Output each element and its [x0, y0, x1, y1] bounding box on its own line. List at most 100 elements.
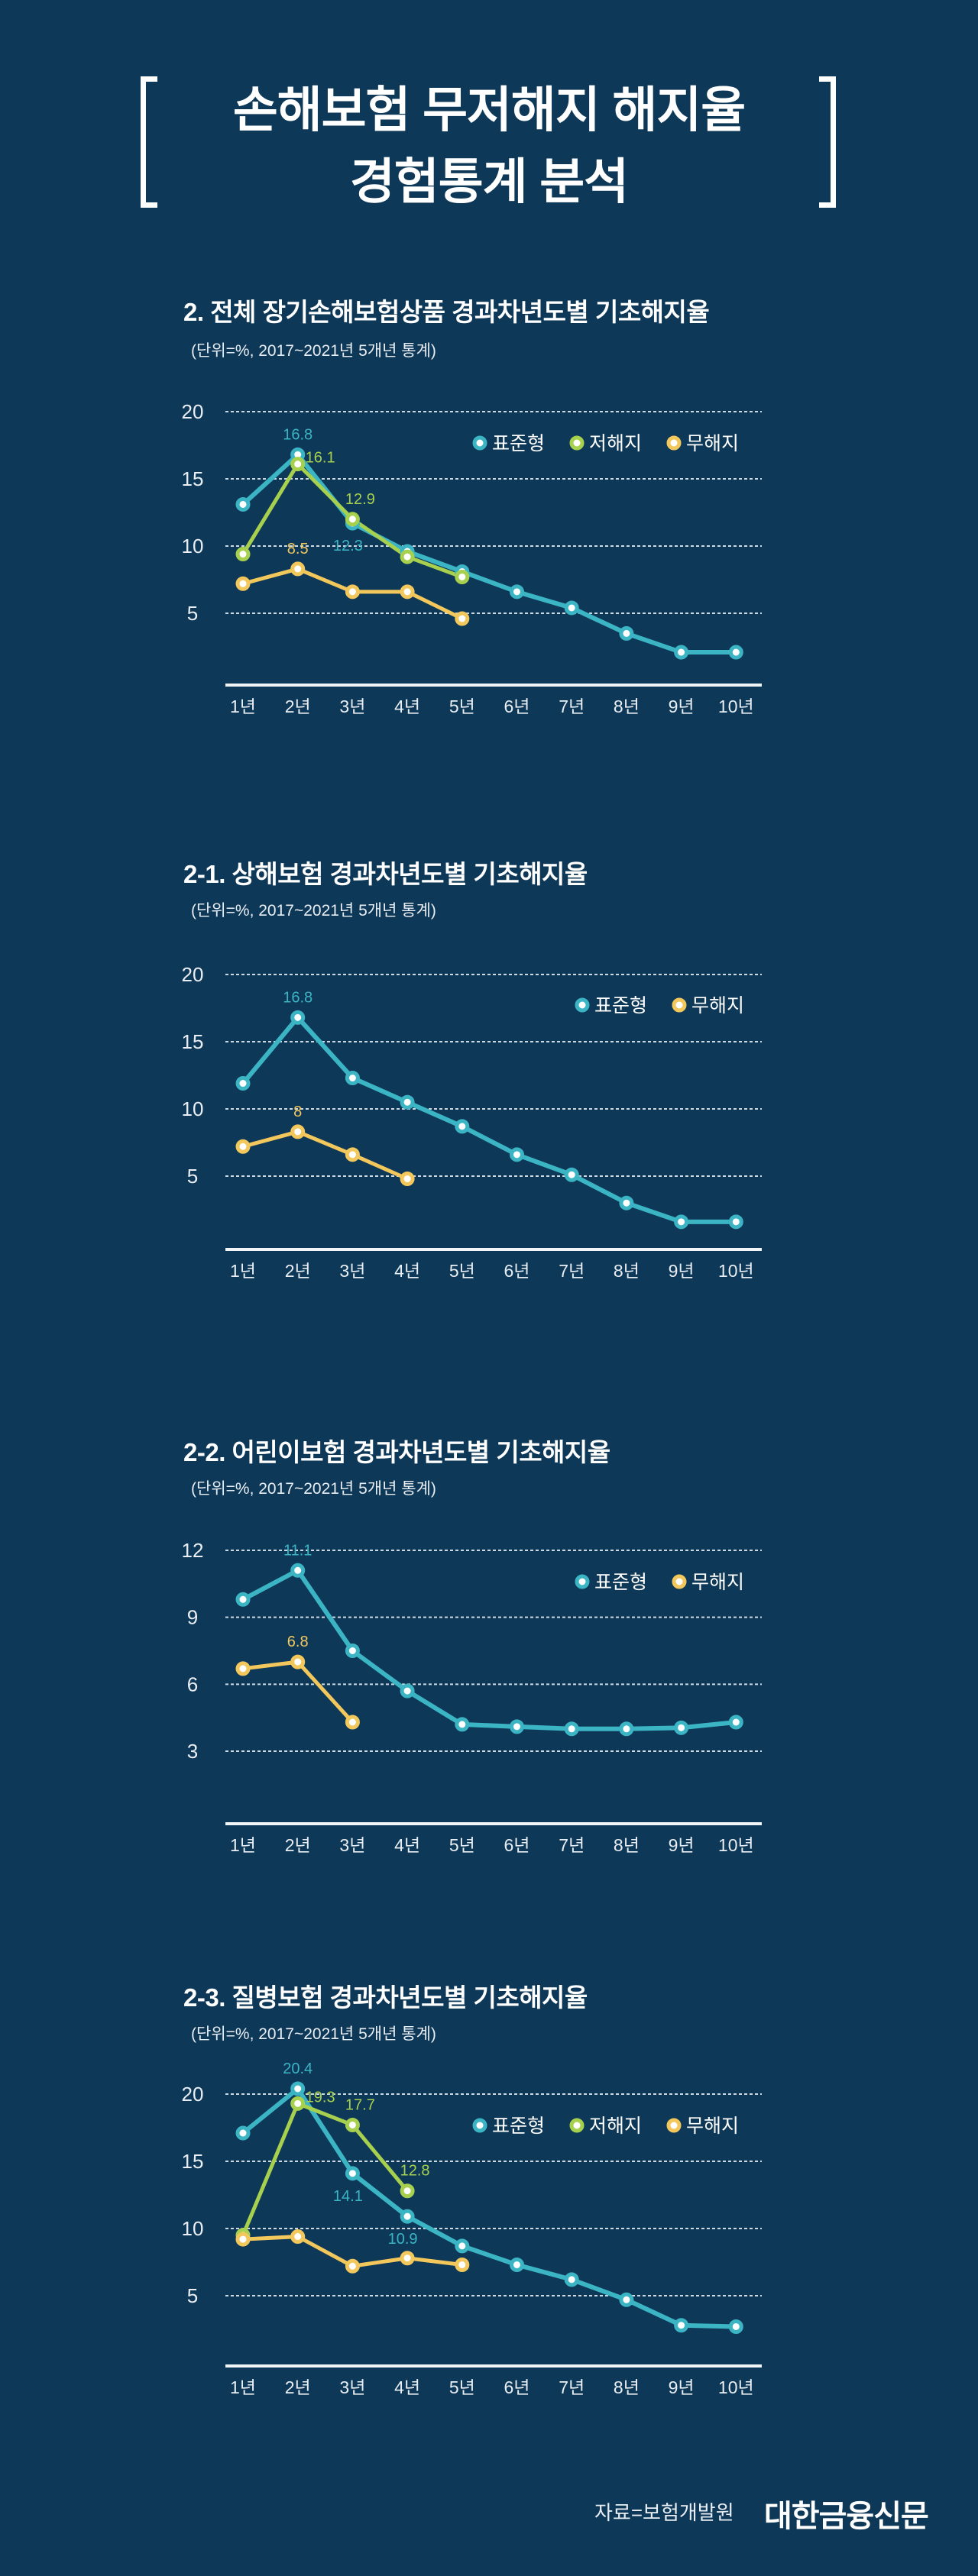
data-point	[400, 1683, 415, 1698]
data-point	[455, 2258, 470, 2273]
chart4-title: 2-3. 질병보험 경과차년도별 기초해지율	[183, 1983, 588, 2012]
x-tick-label: 9년	[669, 697, 695, 716]
data-point	[619, 1195, 634, 1210]
x-tick-label: 9년	[669, 2377, 695, 2397]
x-tick-label: 10년	[718, 1835, 754, 1855]
x-tick-label: 3년	[339, 1261, 365, 1281]
x-tick-label: 8년	[614, 1835, 640, 1855]
data-point	[235, 1139, 251, 1154]
data-point	[345, 2166, 360, 2181]
data-point	[345, 512, 360, 527]
x-tick-label: 10년	[718, 1261, 754, 1281]
data-point	[235, 1076, 251, 1091]
y-tick-label: 5	[187, 2284, 198, 2307]
data-label: 12.3	[333, 538, 363, 554]
y-tick-label: 15	[182, 467, 204, 490]
y-tick-label: 10	[182, 2217, 204, 2240]
data-point	[455, 2238, 470, 2254]
y-tick-label: 20	[182, 2083, 204, 2106]
chart2-subtitle: (단위=%, 2017~2021년 5개년 통계)	[191, 902, 436, 920]
x-tick-label: 6년	[504, 697, 530, 716]
data-point	[400, 2183, 415, 2199]
data-point	[674, 2318, 689, 2333]
data-point	[564, 1721, 579, 1737]
data-point	[235, 547, 251, 562]
legend-label: 무해지	[691, 995, 744, 1017]
data-label: 8	[293, 1104, 302, 1120]
chart1-subtitle: (단위=%, 2017~2021년 5개년 통계)	[191, 342, 436, 360]
data-label: 11.1	[283, 1542, 312, 1559]
x-tick-label: 4년	[394, 1261, 420, 1281]
x-tick-label: 6년	[504, 2377, 530, 2397]
y-tick-label: 10	[182, 1097, 204, 1120]
data-point	[619, 625, 634, 641]
data-label: 16.1	[306, 450, 335, 467]
x-tick-label: 9년	[669, 1835, 695, 1855]
x-tick-label: 7년	[559, 2377, 585, 2397]
data-point	[345, 1715, 360, 1730]
data-point	[674, 1214, 689, 1230]
data-label: 20.4	[283, 2060, 313, 2077]
data-point	[290, 457, 306, 472]
x-tick-label: 1년	[230, 2377, 256, 2397]
y-tick-label: 20	[182, 963, 204, 986]
data-point	[290, 561, 306, 577]
data-point	[455, 611, 470, 626]
data-point	[235, 2232, 251, 2247]
data-point	[564, 1167, 579, 1182]
legend-label: 표준형	[594, 995, 647, 1017]
x-tick-label: 4년	[394, 697, 420, 716]
data-point	[290, 1654, 306, 1669]
data-point	[564, 2272, 579, 2287]
legend-marker-icon	[575, 1574, 590, 1589]
data-point	[510, 584, 524, 600]
x-tick-label: 8년	[614, 1261, 640, 1281]
data-point	[728, 645, 743, 660]
data-point	[400, 584, 415, 600]
data-point	[674, 645, 689, 660]
y-tick-label: 15	[182, 2150, 204, 2173]
right-bracket	[819, 76, 836, 208]
data-point	[728, 2319, 743, 2334]
data-point	[400, 1172, 415, 1187]
page-title-line1: 손해보험 무저해지 해지율	[232, 82, 746, 137]
y-tick-label: 5	[187, 1165, 198, 1188]
left-bracket	[141, 76, 157, 208]
x-tick-label: 3년	[339, 2377, 365, 2397]
data-point	[345, 584, 360, 600]
x-tick-label: 1년	[230, 697, 256, 716]
data-point	[510, 2258, 524, 2273]
data-point	[400, 2209, 415, 2224]
data-label: 16.8	[283, 989, 313, 1006]
data-label: 17.7	[345, 2096, 375, 2113]
x-tick-label: 10년	[718, 2377, 754, 2397]
data-point	[290, 1010, 306, 1025]
y-tick-label: 12	[182, 1539, 204, 1562]
y-tick-label: 10	[182, 535, 204, 558]
data-point	[290, 1124, 306, 1139]
data-point	[290, 1563, 306, 1578]
y-tick-label: 5	[187, 602, 198, 625]
x-tick-label: 7년	[559, 697, 585, 716]
data-point	[345, 1644, 360, 1658]
data-point	[400, 1094, 415, 1110]
x-tick-label: 5년	[449, 697, 475, 716]
data-point	[674, 1720, 689, 1735]
series-line	[241, 1015, 737, 1224]
data-point	[728, 1214, 743, 1230]
legend-label: 무해지	[686, 2115, 739, 2137]
legend-label: 저해지	[589, 433, 642, 454]
data-point	[619, 2292, 634, 2307]
chart1-title: 2. 전체 장기손해보험상품 경과차년도별 기초해지율	[183, 298, 710, 326]
x-tick-label: 1년	[230, 1835, 256, 1855]
data-point	[400, 2251, 415, 2266]
data-label: 19.3	[306, 2089, 335, 2106]
data-point	[455, 569, 470, 584]
x-tick-label: 7년	[559, 1835, 585, 1855]
data-point	[235, 496, 251, 512]
data-point	[455, 1119, 470, 1134]
legend-marker-icon	[666, 2118, 682, 2133]
data-point	[728, 1715, 743, 1730]
page-title-line2: 경험통계 분석	[349, 154, 629, 209]
x-tick-label: 8년	[614, 697, 640, 716]
